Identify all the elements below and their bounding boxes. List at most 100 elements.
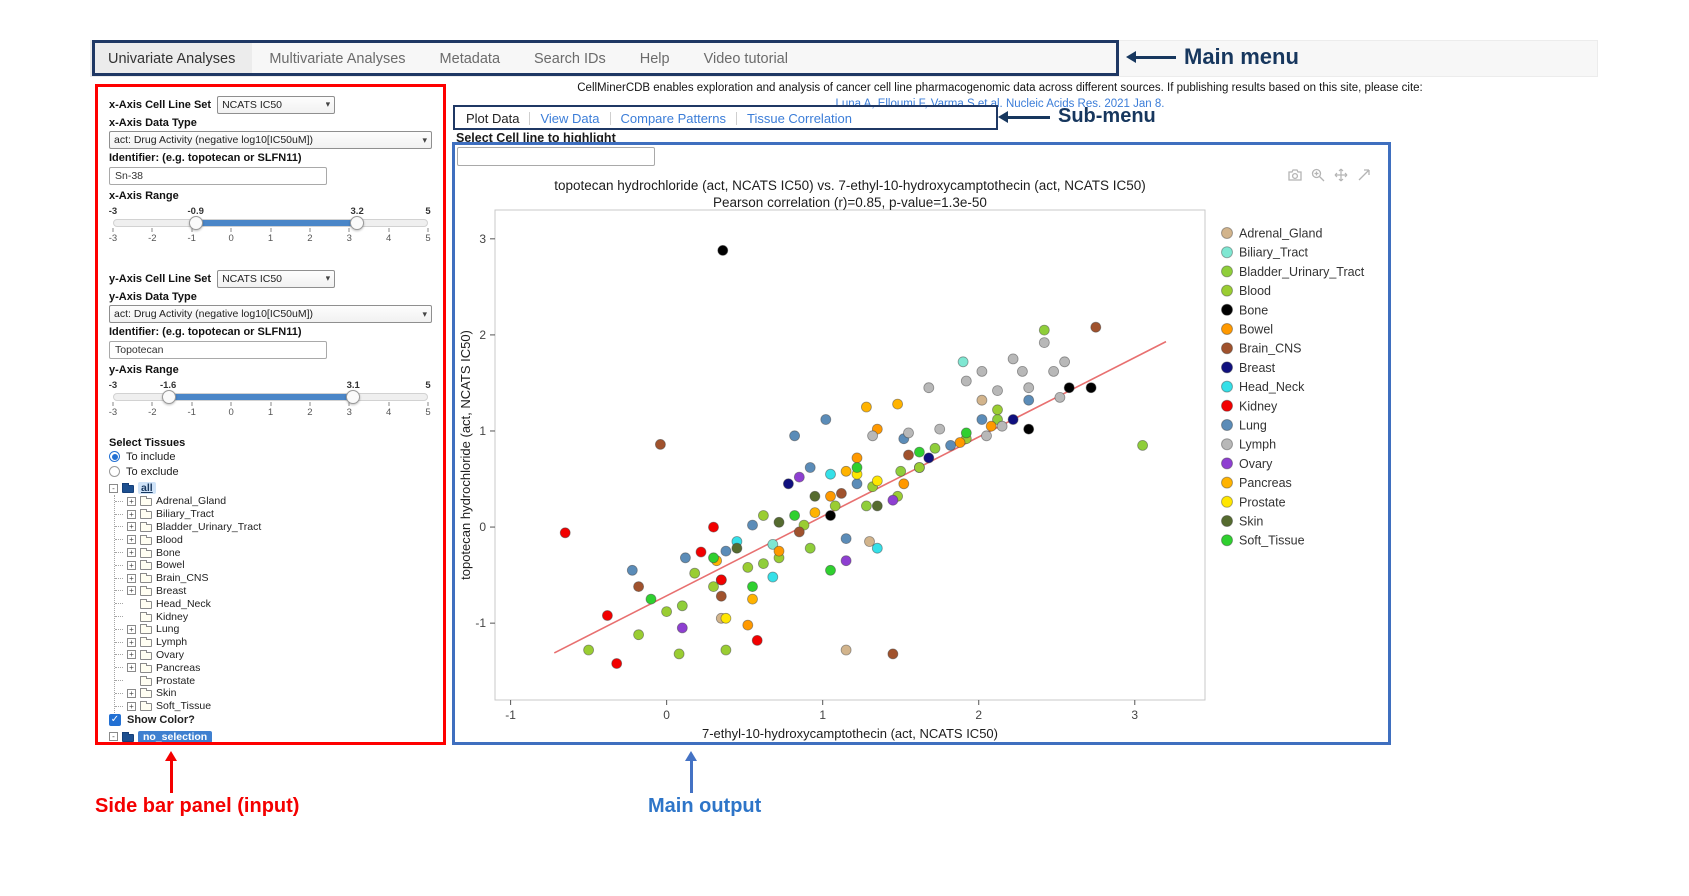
autoscale-icon[interactable] [1356, 167, 1372, 183]
data-point[interactable] [840, 644, 852, 656]
tissue-tree-item-blood[interactable]: + Blood [115, 533, 432, 546]
sub-menu-item-plot-data[interactable]: Plot Data [466, 110, 520, 126]
collapse-icon[interactable]: - [109, 483, 118, 493]
legend-entry-soft-tissue[interactable]: Soft_Tissue [1221, 534, 1305, 548]
main-menu-item-univariate-analyses[interactable]: Univariate Analyses [91, 41, 253, 76]
data-point[interactable] [717, 245, 729, 256]
legend-entry-biliary-tract[interactable]: Biliary_Tract [1221, 246, 1309, 260]
data-point[interactable] [945, 439, 957, 451]
tissue-tree-item-lymph[interactable]: + Lymph [115, 636, 432, 649]
data-point[interactable] [1048, 365, 1059, 377]
data-point[interactable] [1017, 365, 1028, 377]
data-point[interactable] [851, 478, 863, 490]
data-point[interactable] [676, 600, 688, 612]
data-point[interactable] [611, 658, 623, 669]
data-point[interactable] [767, 571, 779, 583]
data-point[interactable] [957, 356, 969, 368]
tissue-tree-item-kidney[interactable]: Kidney [115, 610, 432, 623]
data-point[interactable] [689, 567, 701, 579]
legend-entry-bowel[interactable]: Bowel [1221, 323, 1274, 337]
tissue-tree-item-brain-cns[interactable]: + Brain_CNS [115, 572, 432, 585]
data-point[interactable] [1090, 321, 1102, 333]
data-point[interactable] [887, 494, 899, 506]
data-point[interactable] [1137, 439, 1148, 451]
data-point[interactable] [715, 590, 727, 602]
x-identifier-input[interactable] [109, 167, 327, 185]
data-point[interactable] [860, 401, 872, 413]
tissue-tree-item-prostate[interactable]: Prostate [115, 674, 432, 687]
radio-icon[interactable] [109, 466, 120, 477]
radio-icon[interactable] [109, 451, 120, 462]
data-point[interactable] [840, 555, 852, 567]
data-point[interactable] [825, 510, 836, 521]
legend-entry-kidney[interactable]: Kidney [1221, 399, 1278, 413]
data-point[interactable] [747, 519, 758, 531]
data-point[interactable] [633, 581, 645, 593]
x-data-type-select[interactable]: act: Drug Activity (negative log10[IC50u… [109, 131, 432, 149]
show-color-checkbox-row[interactable]: ✓ Show Color? [109, 714, 195, 727]
expand-icon[interactable]: + [127, 663, 136, 673]
data-point[interactable] [1085, 382, 1097, 394]
data-point[interactable] [731, 542, 743, 554]
camera-icon[interactable] [1287, 167, 1303, 183]
data-point[interactable] [661, 606, 673, 618]
legend-entry-lung[interactable]: Lung [1221, 419, 1267, 433]
data-point[interactable] [626, 564, 638, 576]
legend-entry-prostate[interactable]: Prostate [1221, 495, 1286, 509]
data-point[interactable] [757, 510, 769, 521]
data-point[interactable] [720, 545, 732, 557]
expand-icon[interactable]: + [127, 701, 136, 711]
tissue-tree-item-pancreas[interactable]: + Pancreas [115, 661, 432, 674]
expand-icon[interactable]: + [127, 688, 136, 698]
data-point[interactable] [898, 478, 910, 490]
main-menu-item-help[interactable]: Help [639, 50, 670, 67]
data-point[interactable] [708, 581, 719, 593]
expand-icon[interactable]: + [127, 535, 136, 545]
data-point[interactable] [992, 404, 1003, 416]
expand-icon[interactable]: + [127, 522, 136, 532]
data-point[interactable] [825, 564, 836, 576]
tissue-tree-item-skin[interactable]: + Skin [115, 687, 432, 700]
data-point[interactable] [559, 527, 571, 539]
legend-entry-pancreas[interactable]: Pancreas [1221, 476, 1292, 490]
sub-menu-item-compare-patterns[interactable]: Compare Patterns [620, 110, 727, 126]
include-radio[interactable]: To include [109, 449, 432, 464]
data-point[interactable] [804, 462, 816, 473]
legend-entry-head-neck[interactable]: Head_Neck [1221, 380, 1306, 394]
data-point[interactable] [867, 430, 879, 442]
data-point[interactable] [654, 438, 666, 450]
data-point[interactable] [809, 490, 821, 502]
data-point[interactable] [676, 622, 688, 634]
tissue-tree-item-breast[interactable]: + Breast [115, 585, 432, 598]
data-point[interactable] [583, 644, 595, 656]
expand-icon[interactable]: + [127, 624, 136, 634]
checkbox-icon[interactable]: ✓ [109, 714, 121, 727]
slider-track[interactable] [113, 390, 428, 404]
zoom-in-icon[interactable] [1310, 167, 1326, 183]
expand-icon[interactable]: + [127, 496, 136, 506]
data-point[interactable] [892, 398, 904, 410]
data-point[interactable] [887, 648, 899, 660]
data-point[interactable] [1023, 423, 1035, 435]
expand-icon[interactable]: - [109, 732, 118, 742]
data-point[interactable] [789, 510, 801, 521]
data-point[interactable] [895, 465, 907, 477]
data-point[interactable] [976, 365, 988, 377]
tissue-tree-item-lung[interactable]: + Lung [115, 623, 432, 636]
slider-handle-high[interactable] [345, 390, 360, 404]
main-menu-item-video-tutorial[interactable]: Video tutorial [703, 50, 788, 67]
tissue-tree-item-biliary-tract[interactable]: + Biliary_Tract [115, 508, 432, 521]
data-point[interactable] [720, 644, 732, 656]
data-point[interactable] [673, 648, 685, 660]
data-point[interactable] [747, 581, 758, 593]
data-point[interactable] [976, 414, 988, 425]
legend-entry-blood[interactable]: Blood [1221, 284, 1272, 298]
data-point[interactable] [840, 465, 852, 477]
y-cell-line-set-select[interactable]: NCATS IC50 ▾ [217, 269, 336, 288]
data-point[interactable] [773, 516, 785, 528]
data-point[interactable] [954, 437, 966, 448]
data-point[interactable] [981, 430, 992, 442]
data-point[interactable] [747, 593, 758, 605]
expand-icon[interactable]: + [127, 573, 136, 583]
pan-icon[interactable] [1333, 167, 1349, 183]
